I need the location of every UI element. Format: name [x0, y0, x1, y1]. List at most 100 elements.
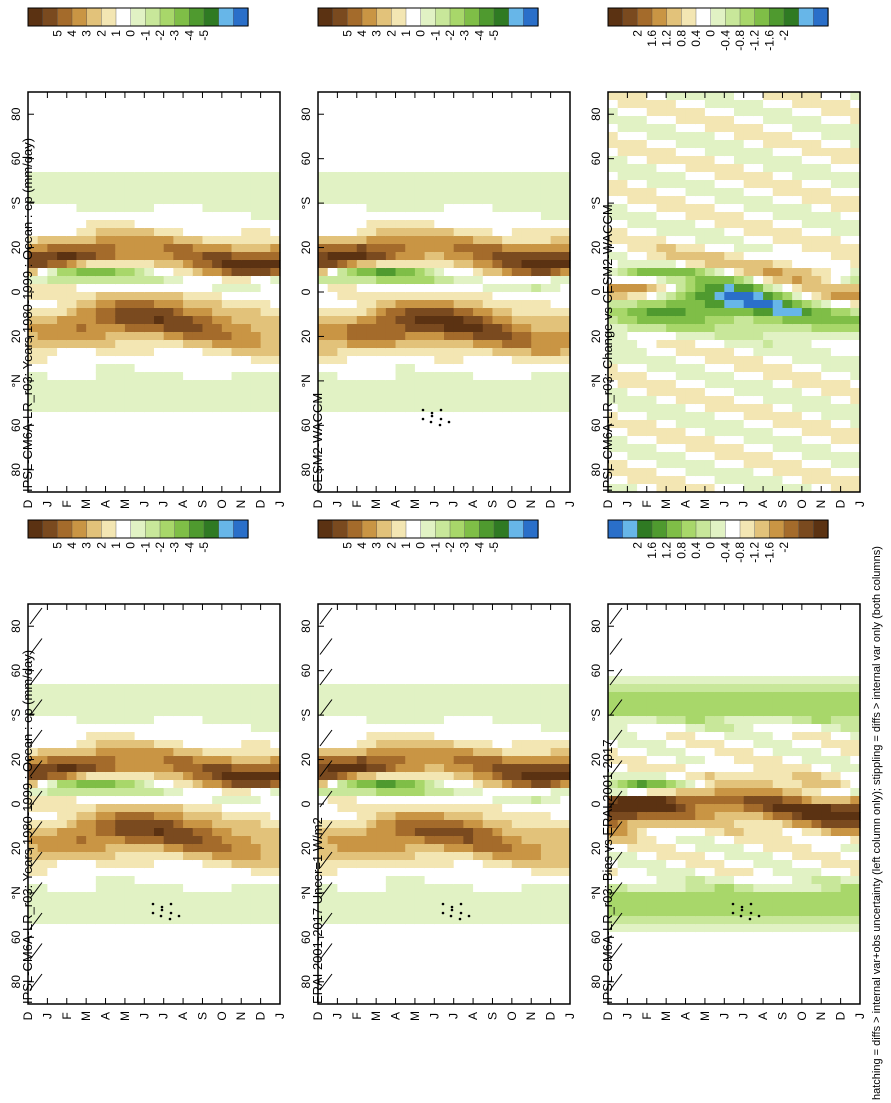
heatmap-cell [366, 140, 377, 149]
heatmap-cell [376, 156, 387, 165]
heatmap-cell [37, 860, 48, 869]
heatmap-cell [260, 116, 271, 125]
heatmap-cell [134, 108, 145, 117]
heatmap-cell [444, 148, 455, 157]
heatmap-cell [463, 636, 474, 645]
heatmap-cell [366, 916, 377, 925]
heatmap-cell [250, 372, 262, 381]
heatmap-cell [405, 124, 416, 133]
heatmap-cell [154, 484, 165, 493]
heatmap-cell [212, 108, 223, 117]
heatmap-cell [134, 180, 145, 189]
heatmap-cell [337, 940, 348, 949]
heatmap-cell [124, 612, 136, 621]
heatmap-cell [318, 92, 329, 101]
heatmap-cell [337, 452, 348, 461]
heatmap-cell [221, 372, 233, 381]
heatmap-cell [521, 860, 532, 869]
heatmap-cell [231, 244, 242, 253]
heatmap-cell [221, 732, 233, 741]
heatmap-cell [463, 780, 474, 789]
heatmap-cell [76, 428, 87, 437]
heatmap-cell [154, 612, 165, 621]
heatmap-cell [405, 916, 416, 925]
heatmap-cell [463, 788, 474, 797]
heatmap-cell [144, 260, 155, 269]
heatmap-cell [405, 900, 416, 909]
heatmap-cell [395, 636, 406, 645]
heatmap-cell [173, 172, 184, 181]
heatmap-cell [241, 100, 252, 109]
heatmap-cell [154, 788, 165, 797]
heatmap-cell [395, 92, 406, 101]
heatmap-cell [144, 244, 155, 253]
panel-title: ERAI 2001-2017 Uncer=1 W/m2 [310, 817, 325, 1004]
heatmap-cell [221, 684, 233, 693]
heatmap-cell [395, 732, 406, 741]
heatmap-cell [453, 300, 464, 309]
heatmap-cell [76, 188, 87, 197]
heatmap-cell [473, 988, 484, 997]
heatmap-cell [424, 708, 435, 717]
heatmap-cell [37, 436, 48, 445]
heatmap-cell [115, 900, 126, 909]
heatmap-cell [28, 812, 39, 821]
heatmap-cell [95, 292, 107, 301]
heatmap-cell [231, 356, 242, 365]
heatmap-cell [95, 740, 107, 749]
heatmap-cell [337, 244, 348, 253]
heatmap-cell [356, 964, 368, 973]
heatmap-cell [424, 380, 435, 389]
heatmap-cell [250, 612, 262, 621]
heatmap-cell [395, 612, 406, 621]
heatmap-cell [212, 668, 223, 677]
heatmap-cell [395, 212, 406, 221]
heatmap-cell [76, 836, 87, 845]
heatmap-cell [105, 364, 116, 373]
heatmap-cell [66, 100, 78, 109]
heatmap-cell [337, 300, 348, 309]
heatmap-cell [511, 772, 523, 781]
heatmap-cell [37, 732, 48, 741]
heatmap-cell [250, 292, 262, 301]
heatmap-cell [540, 876, 552, 885]
heatmap-cell [221, 188, 233, 197]
heatmap-cell [183, 652, 194, 661]
heatmap-cell [424, 236, 435, 245]
heatmap-cell [95, 796, 107, 805]
heatmap-cell [47, 324, 58, 333]
heatmap-cell [270, 788, 281, 797]
heatmap-cell [453, 684, 464, 693]
heatmap-cell [192, 204, 204, 213]
heatmap-cell [385, 852, 397, 861]
heatmap-cell [57, 164, 68, 173]
heatmap-cell [105, 212, 116, 221]
heatmap-cell [134, 852, 145, 861]
heatmap-cell [347, 196, 358, 205]
heatmap-cell [202, 268, 213, 277]
heatmap-cell [28, 468, 39, 477]
heatmap-cell [47, 764, 58, 773]
heatmap-cell [318, 268, 329, 277]
heatmap-cell [86, 868, 97, 877]
heatmap-cell [173, 212, 184, 221]
heatmap-cell [105, 436, 116, 445]
heatmap-cell [241, 276, 252, 285]
heatmap-cell [144, 884, 155, 893]
heatmap-cell [250, 308, 262, 317]
heatmap-cell [405, 220, 416, 229]
heatmap-cell [405, 364, 416, 373]
heatmap-cell [318, 900, 329, 909]
heatmap-cell [221, 364, 233, 373]
heatmap-cell [231, 900, 242, 909]
heatmap-cell [212, 172, 223, 181]
heatmap-cell [376, 436, 387, 445]
heatmap-cell [47, 460, 58, 469]
heatmap-cell [356, 388, 368, 397]
heatmap-cell [453, 252, 464, 261]
heatmap-cell [212, 436, 223, 445]
heatmap-cell [444, 828, 455, 837]
heatmap-cell [57, 132, 68, 141]
heatmap-cell [395, 276, 406, 285]
heatmap-cell [95, 988, 107, 997]
